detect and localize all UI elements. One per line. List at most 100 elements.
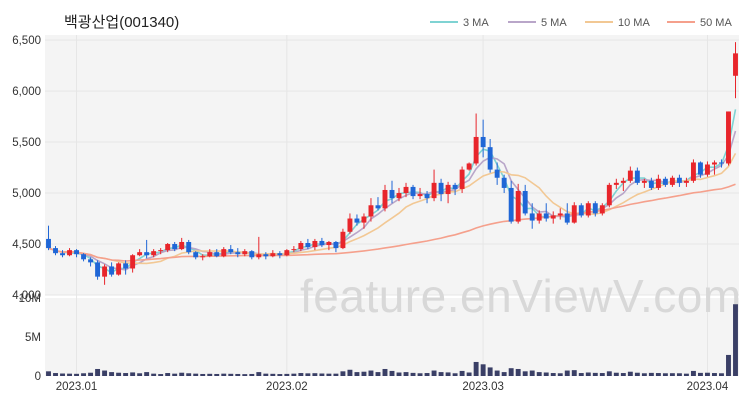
candle-body	[410, 186, 416, 197]
candle-body	[165, 244, 171, 251]
volume-bar	[480, 364, 486, 376]
volume-bar	[487, 367, 493, 376]
volume-bar	[733, 304, 738, 376]
chart-title: 백광산업(001340)	[64, 14, 179, 31]
volume-bar	[347, 369, 353, 376]
candle-body	[375, 205, 381, 209]
volume-bar	[613, 372, 619, 376]
candle-body	[74, 250, 79, 255]
volume-bar	[410, 372, 416, 376]
candle-body	[599, 205, 605, 214]
candle-body	[620, 180, 626, 183]
candle-body	[137, 252, 143, 256]
candle-body	[634, 170, 640, 183]
volume-bar	[284, 373, 290, 376]
volume-bar	[690, 370, 696, 376]
candle-body	[291, 249, 297, 251]
volume-bar	[501, 372, 507, 376]
volume-bar	[459, 370, 465, 376]
candle-body	[214, 252, 220, 257]
volume-bar	[508, 368, 514, 376]
candle-body	[361, 216, 367, 223]
volume-bar	[634, 372, 640, 376]
candle-body	[726, 111, 731, 164]
candle-body	[60, 253, 65, 256]
candle-body	[123, 263, 129, 269]
legend-label: 3 MA	[463, 17, 489, 29]
volume-bar	[298, 373, 304, 376]
ma-line-10	[48, 153, 737, 265]
candle-body	[186, 241, 192, 253]
candle-body	[417, 194, 423, 197]
price-tick-label: 4,000	[12, 290, 41, 302]
price-axis-ticks: 4,000 4,500 5,000 5,500 6,000 6,500	[12, 35, 41, 302]
candle-body	[368, 205, 374, 217]
legend-label: 5 MA	[541, 17, 567, 29]
volume-bar	[228, 373, 234, 376]
candle-body	[403, 186, 409, 194]
volume-bar	[249, 373, 255, 376]
volume-bar	[137, 373, 143, 376]
x-tick-label: 2023.02	[266, 381, 308, 393]
candle-body	[151, 251, 157, 256]
candle-body	[95, 262, 101, 277]
candle-body	[228, 249, 234, 253]
volume-bar	[186, 373, 192, 376]
volume-bar	[81, 373, 87, 376]
volume-bar	[445, 372, 451, 376]
volume-bar	[529, 370, 535, 376]
volume-bar	[102, 370, 108, 376]
candle-body	[284, 250, 290, 256]
volume-bar	[263, 373, 269, 376]
volume-bar	[648, 372, 654, 376]
candle-body	[494, 169, 500, 178]
candle-body	[487, 147, 493, 170]
volume-bar	[172, 373, 178, 376]
ma-line-5	[48, 130, 737, 271]
legend-label: 10 MA	[618, 17, 650, 29]
candle-body	[431, 182, 437, 199]
candle-body	[193, 252, 199, 258]
candle-body	[585, 203, 591, 216]
volume-bar	[312, 373, 318, 376]
candle-body	[529, 213, 535, 221]
candle-body	[522, 191, 528, 214]
volume-bar	[669, 373, 675, 376]
ma-line-50	[48, 183, 736, 262]
volume-tick-label: 5M	[25, 332, 41, 344]
candle-body	[690, 162, 696, 181]
volume-bar	[326, 373, 332, 376]
candle-body	[536, 213, 542, 221]
candle-body	[172, 244, 178, 250]
candle-body	[543, 213, 549, 219]
candle-body	[459, 169, 465, 189]
candle-body	[347, 218, 353, 232]
price-tick-label: 5,000	[12, 188, 41, 200]
candle-body	[333, 241, 339, 249]
candle-body	[712, 162, 717, 165]
volume-bar	[193, 373, 199, 376]
candle-body	[263, 254, 269, 257]
candle-body	[221, 249, 227, 257]
candle-body	[655, 178, 661, 188]
candle-body	[144, 252, 150, 256]
volume-bar	[221, 373, 227, 376]
candle-body	[550, 215, 556, 219]
candle-body	[67, 250, 72, 256]
x-axis-ticks: 2023.01 2023.02 2023.03 2023.04	[56, 381, 729, 393]
volume-bar	[270, 373, 276, 376]
volume-bar	[697, 372, 703, 376]
volume-bar	[389, 370, 395, 376]
candle-body	[158, 250, 164, 252]
candle-body	[130, 255, 136, 269]
volume-series	[46, 304, 738, 376]
candle-body	[382, 189, 388, 209]
volume-bar	[473, 361, 479, 376]
volume-axis-ticks: 0 5M 10M	[19, 293, 41, 383]
price-tick-label: 6,500	[12, 35, 41, 47]
volume-bar	[676, 373, 682, 376]
candle-body	[473, 136, 479, 164]
volume-bar	[620, 373, 626, 376]
volume-bar	[291, 373, 297, 376]
candle-body	[515, 191, 521, 222]
